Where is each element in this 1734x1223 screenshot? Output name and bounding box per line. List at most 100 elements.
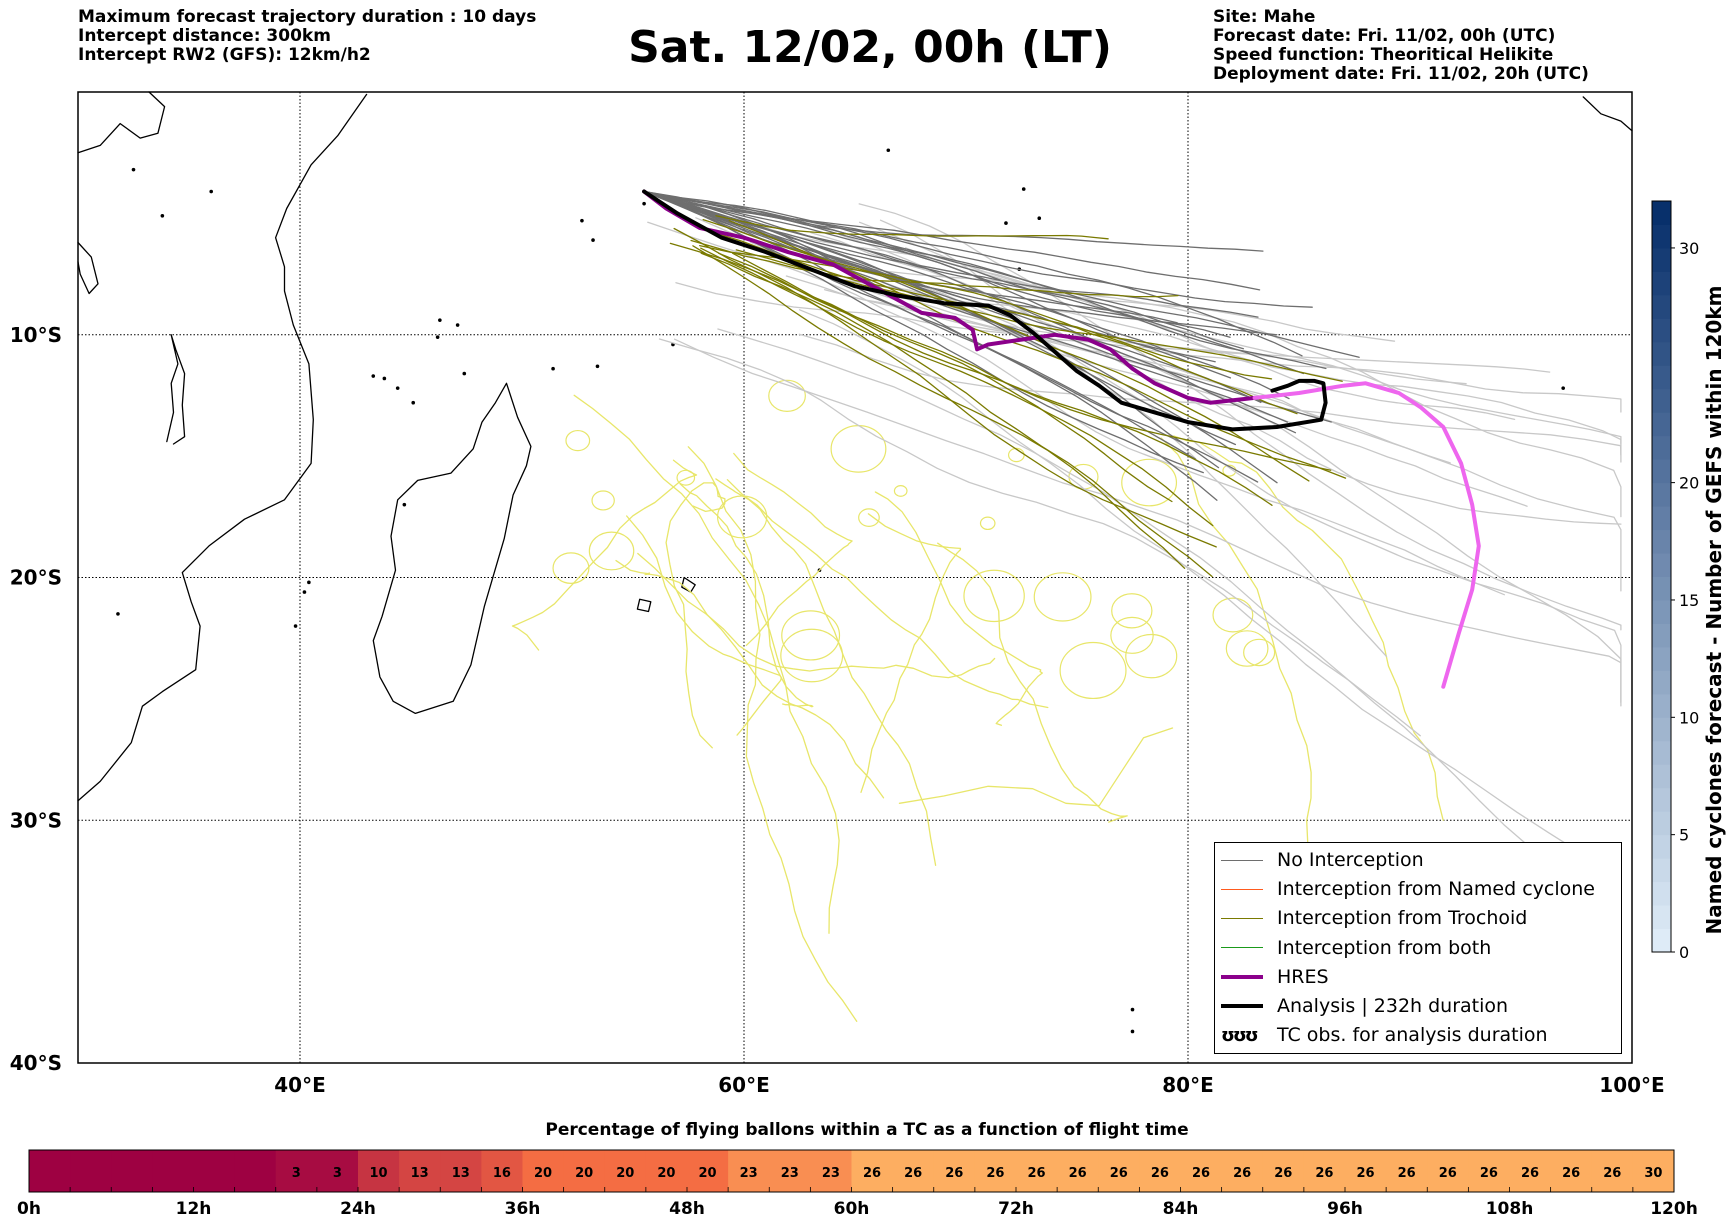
bottom-colorbar-segment-label: 3 [333, 1166, 342, 1181]
vertical-colorbar-segment [1652, 318, 1671, 343]
bottom-colorbar-segment [1139, 1150, 1181, 1192]
coastline-group [77, 91, 1633, 1034]
bottom-colorbar-segment-label: 26 [1439, 1166, 1457, 1181]
no-interception-track [643, 190, 1289, 423]
bottom-colorbar-segment [974, 1150, 1017, 1192]
bottom-colorbar-segment [152, 1150, 194, 1192]
bottom-colorbar-segment [275, 1150, 318, 1192]
no-interception-light-track [798, 333, 1622, 456]
lat-tick-label: 30°S [10, 808, 62, 832]
trochoid-interception-track [690, 239, 1179, 298]
trochoid-interception-tracks [669, 215, 1347, 578]
island-dot [435, 335, 440, 339]
lat-tick-label: 10°S [10, 323, 62, 347]
legend-symbol: ʊʊʊ [1221, 1024, 1259, 1046]
island-dot [116, 612, 120, 616]
trochoid-interception-track [699, 244, 1298, 415]
tc-obs-loop [1125, 633, 1178, 679]
trochoid-interception-track [715, 215, 1109, 240]
trochoid-interception-track [673, 227, 1217, 548]
island-dot [371, 374, 376, 378]
bottom-colorbar-segment [687, 1150, 729, 1192]
bottom-colorbar-segment [604, 1150, 647, 1192]
no-interception-tracks [643, 190, 1360, 501]
vertical-colorbar-segment [1652, 834, 1671, 859]
bottom-colorbar-segment-label: 26 [1274, 1166, 1292, 1181]
vertical-colorbar-segment [1652, 388, 1671, 413]
lon-tick-label: 100°E [1599, 1073, 1664, 1097]
bottom-colorbar-segment-label: 20 [534, 1166, 552, 1181]
tc-obs-track [511, 459, 698, 651]
bottom-colorbar-segment-label: 26 [1315, 1166, 1333, 1181]
bottom-colorbar-segment-label: 26 [1398, 1166, 1416, 1181]
island-dot [382, 376, 387, 381]
vertical-colorbar-label: Named cyclones forecast - Number of GEFS… [1702, 285, 1726, 935]
tc-obs-loop [716, 495, 768, 539]
tc-obs-track [626, 515, 782, 736]
sumatra-coastline [1582, 96, 1633, 132]
tc-obs-loop [963, 569, 1025, 623]
bottom-colorbar-segment-label: 23 [822, 1166, 840, 1181]
vertical-colorbar-segment [1652, 858, 1671, 883]
no-interception-light-track [810, 231, 1388, 658]
lake-victoria-coastline [77, 91, 166, 154]
legend-label: TC obs. for analysis duration [1277, 1024, 1548, 1047]
bottom-colorbar-segment [1303, 1150, 1346, 1192]
island-dot [160, 214, 165, 218]
bottom-colorbar-time-label: 96h [1327, 1199, 1363, 1219]
bottom-colorbar-segment [769, 1150, 811, 1192]
vertical-colorbar-segment [1652, 717, 1671, 742]
legend-label: Interception from Trochoid [1277, 907, 1528, 930]
tc-obs-loop [1110, 616, 1154, 654]
trochoid-interception-track [700, 252, 1213, 578]
trochoid-interception-track [692, 245, 1186, 569]
bottom-colorbar-segment [522, 1150, 565, 1192]
no-interception-light-track [879, 219, 1622, 525]
bottom-colorbar: 3 3 10 13 13 16 20 20 20 20 20 23 23 23 26 26 26 26 26 26 26… [17, 1149, 1698, 1219]
vertical-colorbar-segment [1652, 928, 1671, 953]
tc-obs-loop [1212, 597, 1254, 633]
bottom-colorbar-segment [1262, 1150, 1305, 1192]
vertical-colorbar-tick-label: 5 [1679, 826, 1689, 845]
vertical-colorbar-segment [1652, 693, 1671, 718]
lon-tick-label: 40°E [274, 1073, 326, 1097]
map-frame [77, 91, 1633, 1064]
vertical-colorbar-segment [1652, 459, 1671, 484]
tc-obs-track [937, 542, 1128, 823]
tc-obs-loop [858, 508, 880, 527]
forecast-date-text: Forecast date: Fri. 11/02, 00h (UTC) [1213, 26, 1556, 46]
trochoid-interception-track [700, 247, 1214, 527]
intercept-distance-text: Intercept distance: 300km [78, 26, 331, 46]
island-dot [307, 580, 311, 585]
bottom-colorbar-segment-label: 26 [1357, 1166, 1375, 1181]
vertical-colorbar-segment [1652, 294, 1671, 319]
bottom-colorbar-segment-label: 26 [1028, 1166, 1046, 1181]
bottom-colorbar-segment-label: 3 [292, 1166, 301, 1181]
bottom-colorbar-segment [1057, 1150, 1099, 1192]
lat-tick-label: 20°S [10, 566, 62, 590]
intercept-rw2-text: Intercept RW2 (GFS): 12km/h2 [78, 45, 371, 65]
no-interception-track [643, 190, 1261, 291]
bottom-colorbar-segment-label: 13 [411, 1166, 429, 1181]
tc-obs-track [679, 483, 814, 708]
bottom-colorbar-segment-label: 26 [1069, 1166, 1087, 1181]
no-interception-track [643, 190, 1303, 357]
bottom-colorbar-segment [29, 1150, 71, 1192]
tc-obs-loop [893, 485, 908, 497]
legend-item: Analysis | 232h duration [1221, 994, 1508, 1018]
tc-obs-tracks [511, 379, 1444, 1022]
legend-swatch [1221, 917, 1263, 919]
tc-obs-track [898, 727, 1174, 807]
vertical-colorbar-tick-label: 10 [1679, 708, 1699, 727]
vertical-colorbar-segment [1652, 576, 1671, 601]
bottom-colorbar-segment [1180, 1150, 1223, 1192]
legend-item: No Interception [1221, 848, 1424, 872]
tc-obs-loop [676, 469, 696, 486]
vertical-colorbar-tick-label: 15 [1679, 591, 1699, 610]
bottom-colorbar-segment [563, 1150, 606, 1192]
vertical-colorbar-segment [1652, 881, 1671, 906]
legend-label: HRES [1277, 965, 1329, 988]
legend-item: Interception from Trochoid [1221, 906, 1527, 930]
vertical-colorbar-frame [1651, 200, 1672, 953]
island-dot [1004, 221, 1008, 225]
